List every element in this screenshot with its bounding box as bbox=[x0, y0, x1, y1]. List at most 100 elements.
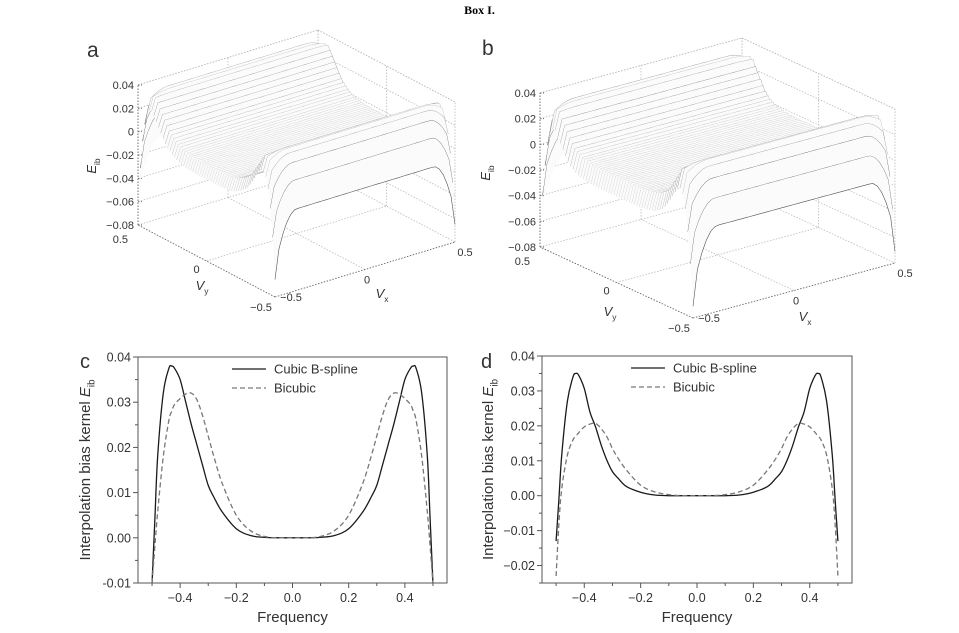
z-axis-label-subscript: ib bbox=[92, 158, 102, 165]
x-tick-label: 0.4 bbox=[396, 591, 413, 605]
surface-strip bbox=[167, 82, 350, 152]
z-tick-label: −0.02 bbox=[106, 150, 134, 162]
vy-axis-label-subscript: y bbox=[204, 286, 209, 296]
vy-axis-label-subscript: y bbox=[612, 312, 617, 322]
legend-label: Cubic B-spline bbox=[274, 362, 358, 377]
vx-axis bbox=[274, 241, 456, 298]
y-tick-label: 0.00 bbox=[511, 489, 535, 503]
series-line-bicubic bbox=[151, 392, 434, 583]
surface-strip bbox=[270, 120, 453, 238]
y-tick-label: −0.02 bbox=[503, 559, 535, 573]
z-tick-label: −0.08 bbox=[508, 242, 536, 254]
vy-axis-label: Vy bbox=[196, 278, 210, 296]
y-axis-label-symbol: E bbox=[480, 386, 497, 397]
surface-strip bbox=[550, 55, 755, 133]
vx-axis-label-text: Vx bbox=[799, 309, 813, 327]
y-axis-ticks: 0.04 0.03 0.02 0.01 0.00 −0.01 −0.02 bbox=[503, 350, 542, 584]
surface-strip bbox=[158, 62, 341, 134]
y-axis-label-text: Interpolation bias kernel Eib bbox=[480, 378, 501, 560]
y-axis-label-subscript: ib bbox=[490, 378, 501, 386]
z-tick-label: −0.04 bbox=[508, 191, 536, 203]
z-tick-label: −0.04 bbox=[106, 173, 134, 185]
surface-strip bbox=[690, 156, 895, 307]
floor-gridline bbox=[640, 219, 795, 291]
vx-tick-label: −0.5 bbox=[698, 313, 720, 325]
vy-tick-label: 0.5 bbox=[515, 256, 530, 268]
vx-axis-label-subscript: x bbox=[807, 317, 812, 327]
y-axis-label: Interpolation bias kernel Eib bbox=[77, 379, 98, 561]
z-axis-label-subscript: ib bbox=[486, 165, 496, 172]
floor-gridline bbox=[206, 205, 387, 262]
y-axis-label-symbol: E bbox=[77, 386, 94, 397]
panel-label: b bbox=[482, 37, 494, 60]
y-axis-ticks: 0.04 0.03 0.02 0.01 0.00 -0.01 bbox=[103, 351, 138, 591]
surface-strip bbox=[568, 91, 773, 167]
vx-axis-label-text: Vx bbox=[376, 286, 390, 304]
y-axis-label: Interpolation bias kernel Eib bbox=[480, 378, 501, 560]
vx-axis-label-symbol: V bbox=[799, 309, 809, 324]
z-axis-label: Eib bbox=[478, 165, 496, 181]
vy-tick-label: 0.5 bbox=[113, 234, 128, 246]
x-tick-label: −0.2 bbox=[628, 591, 653, 605]
vy-axis-label: Vy bbox=[604, 304, 618, 322]
surface-contour-line bbox=[692, 183, 896, 307]
panel-label: c bbox=[80, 351, 90, 373]
legend-label: Bicubic bbox=[274, 381, 316, 396]
x-tick-label: −0.4 bbox=[168, 591, 193, 605]
vx-tick-label: 0 bbox=[364, 275, 370, 287]
vy-tick-label: −0.5 bbox=[668, 323, 690, 335]
surface-panel-b: 0.04 0.02 0 −0.02 −0.04 −0.06 −0.08 0.5 0 −0.5 −0.… bbox=[478, 37, 913, 335]
y-tick-label: 0.03 bbox=[107, 396, 131, 410]
surface-strip bbox=[163, 73, 346, 145]
vx-axis bbox=[692, 262, 896, 319]
y-axis-label-main: Interpolation bias kernel bbox=[77, 397, 94, 560]
surface-strip bbox=[557, 66, 763, 144]
panel-label: a bbox=[87, 39, 99, 62]
vx-axis-label: Vx bbox=[376, 286, 390, 304]
top-edge bbox=[741, 37, 896, 110]
side-wall-gridline bbox=[741, 63, 896, 136]
surface-strip bbox=[680, 115, 885, 195]
x-tick-label: 0.0 bbox=[284, 591, 301, 605]
x-tick-label: 0.2 bbox=[745, 591, 762, 605]
y-tick-label: 0.04 bbox=[107, 351, 131, 365]
figure-title: Box I. bbox=[464, 3, 495, 17]
legend-label: Cubic B-spline bbox=[673, 361, 757, 376]
surface-strip bbox=[160, 67, 344, 139]
vy-axis-label-symbol: V bbox=[196, 278, 206, 293]
vx-tick-label: 0.5 bbox=[897, 268, 912, 280]
surface-mesh bbox=[138, 42, 456, 280]
y-tick-label: 0.00 bbox=[107, 531, 131, 545]
surface-strip bbox=[685, 123, 890, 232]
y-tick-label: -0.01 bbox=[103, 577, 132, 591]
z-tick-label: 0.04 bbox=[113, 80, 134, 92]
surface-strip bbox=[154, 50, 337, 122]
x-tick-label: −0.2 bbox=[224, 591, 249, 605]
series-line-bicubic bbox=[555, 422, 839, 577]
z-tick-label: −0.06 bbox=[508, 216, 536, 228]
vy-tick-label: 0 bbox=[603, 286, 609, 298]
surface-strip bbox=[563, 79, 768, 157]
surface-panel-a: 0.04 0.02 0 −0.02 −0.04 −0.06 −0.08 0.5 0 −0.5 −0.… bbox=[84, 29, 473, 314]
z-axis-label-symbol: E bbox=[478, 172, 493, 181]
floor-gridline bbox=[616, 227, 819, 283]
z-axis-label: Eib bbox=[84, 158, 102, 174]
y-tick-label: 0.02 bbox=[511, 419, 535, 433]
y-axis-label-subscript: ib bbox=[87, 379, 98, 387]
z-tick-label: −0.02 bbox=[508, 165, 536, 177]
z-axis-label-text: Eib bbox=[478, 165, 496, 181]
series-line-cubic-b-spline bbox=[555, 372, 839, 542]
vy-axis bbox=[539, 246, 694, 319]
z-axis-label-text: Eib bbox=[84, 158, 102, 174]
vy-tick-label: −0.5 bbox=[250, 302, 272, 314]
x-tick-label: 0.2 bbox=[340, 591, 357, 605]
x-tick-label: 0.4 bbox=[801, 591, 818, 605]
z-tick-label: 0.02 bbox=[515, 114, 536, 126]
top-edge bbox=[137, 29, 319, 86]
surface-strip bbox=[265, 105, 449, 190]
y-axis-label-text: Interpolation bias kernel Eib bbox=[77, 379, 98, 561]
surface-strip bbox=[272, 138, 455, 280]
x-axis-ticks: −0.4 −0.2 0.0 0.2 0.4 bbox=[555, 583, 839, 605]
vx-axis-label-subscript: x bbox=[384, 294, 389, 304]
